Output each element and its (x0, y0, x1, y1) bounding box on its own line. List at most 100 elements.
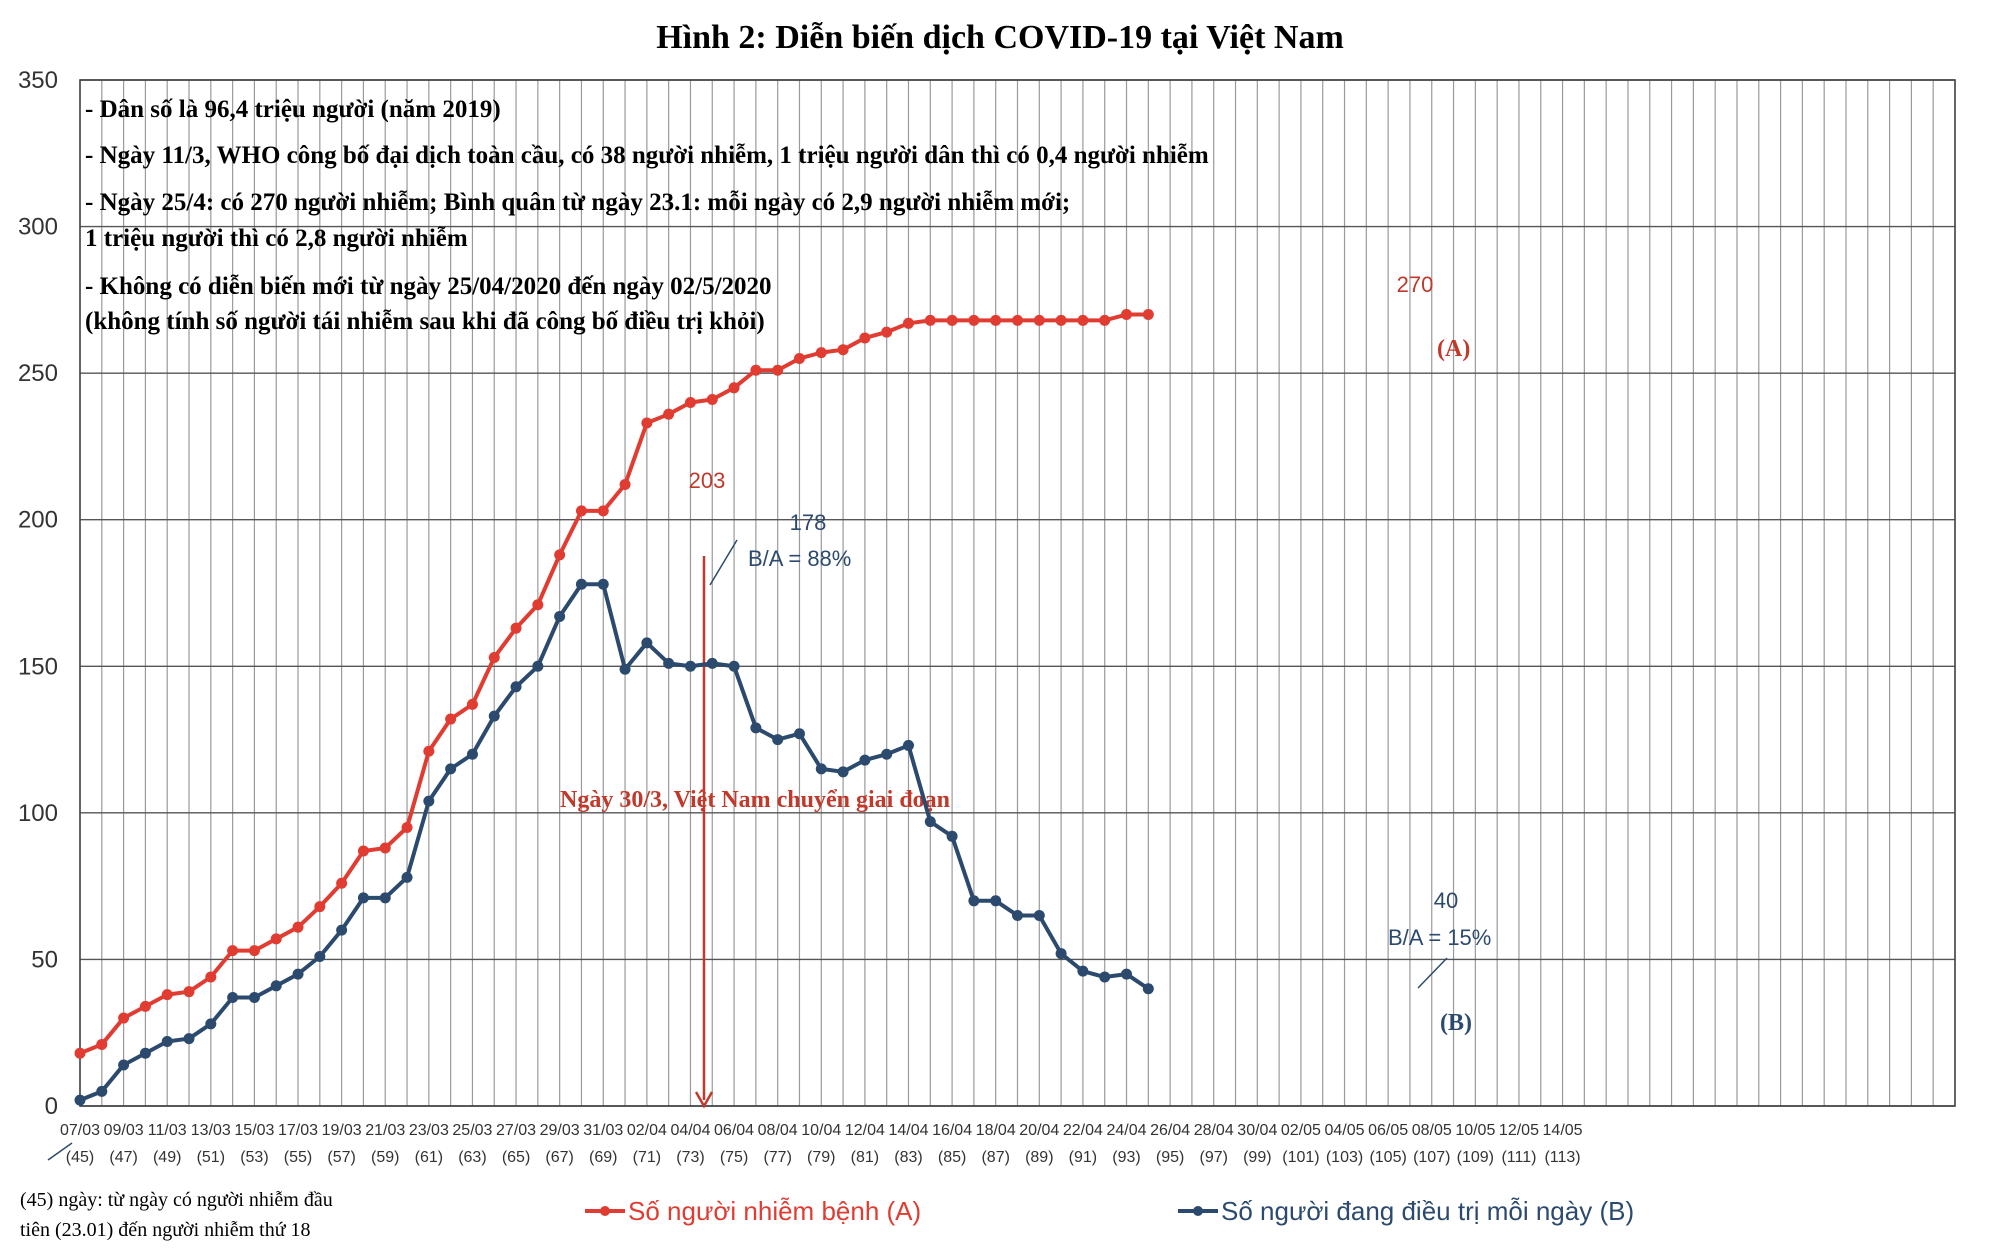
series-a-point (532, 599, 544, 611)
series-b-point (859, 754, 871, 766)
series-a-point (684, 396, 696, 408)
series-a-point (793, 352, 805, 364)
x-tick-date: 20/04 (1019, 1122, 1059, 1139)
series-b-point (1142, 983, 1154, 995)
series-a-point (728, 382, 740, 394)
series-a-point (815, 347, 827, 359)
grid (79, 79, 1956, 1107)
legend-marker-a (600, 1206, 610, 1216)
x-tick-day: (103) (1326, 1149, 1363, 1166)
series-a-point (488, 651, 500, 663)
footnote-arrow (47, 1142, 73, 1161)
note-2: - Ngày 11/3, WHO công bố đại dịch toàn c… (85, 142, 1209, 169)
series-b-point (445, 763, 457, 775)
series-b-point (750, 722, 762, 734)
series-a-point (859, 332, 871, 344)
series-a-point (968, 314, 980, 326)
series-b-point (423, 795, 435, 807)
series-a-point (1055, 314, 1067, 326)
series-b-point (1121, 968, 1133, 980)
series-b-point (946, 830, 958, 842)
series-b-point (248, 992, 260, 1004)
x-tick-date: 17/03 (278, 1122, 318, 1139)
x-tick-day: (63) (458, 1149, 486, 1166)
series-a-point (336, 877, 348, 889)
x-tick-day: (91) (1069, 1149, 1097, 1166)
x-tick-date: 31/03 (583, 1122, 623, 1139)
x-tick-day: (83) (894, 1149, 922, 1166)
series-a-point (270, 933, 282, 945)
b-peak-leader (709, 539, 738, 586)
series-a-point (924, 314, 936, 326)
series-b-point (379, 892, 391, 904)
x-tick-date: 09/03 (104, 1122, 144, 1139)
series-b-point (227, 992, 239, 1004)
series-a-point (663, 408, 675, 420)
b-marker: (B) (1440, 1010, 1472, 1036)
x-tick-date: 14/04 (888, 1122, 928, 1139)
x-tick-date: 07/03 (60, 1122, 100, 1139)
x-tick-date: 29/03 (540, 1122, 580, 1139)
series-a-point (227, 945, 239, 957)
x-tick-day: (73) (676, 1149, 704, 1166)
series-b-point (183, 1033, 195, 1045)
series-b-point (1012, 909, 1023, 921)
series-b-point (902, 739, 914, 751)
y-tick-label: 100 (18, 800, 58, 827)
x-tick-day: (111) (1501, 1149, 1536, 1166)
series-b-point (772, 734, 784, 746)
note-4: 1 triệu người thì có 2,8 người nhiễm (85, 225, 468, 252)
series-a-point (902, 317, 914, 329)
x-tick-date: 06/04 (714, 1122, 754, 1139)
x-tick-date: 02/05 (1281, 1122, 1321, 1139)
legend-label-b: Số người đang điều trị mỗi ngày (B) (1221, 1196, 1634, 1226)
series-b-point (968, 895, 980, 907)
x-tick-date: 04/05 (1325, 1122, 1365, 1139)
series-b-point (1099, 971, 1111, 983)
x-tick-day: (49) (153, 1149, 181, 1166)
x-tick-day: (95) (1156, 1149, 1184, 1166)
y-tick-label: 150 (18, 653, 58, 680)
x-tick-day: (99) (1243, 1149, 1271, 1166)
series-b-point (554, 610, 566, 622)
x-tick-date: 25/03 (452, 1122, 492, 1139)
x-tick-day: (89) (1025, 1149, 1053, 1166)
x-tick-date: 24/04 (1106, 1122, 1146, 1139)
footnote-line-2: tiên (23.01) đến người nhiễm thứ 18 (20, 1219, 311, 1241)
x-tick-day: (79) (807, 1149, 835, 1166)
series-a-point (1077, 314, 1089, 326)
x-tick-day: (51) (197, 1149, 225, 1166)
chart-title: Hình 2: Diễn biến dịch COVID-19 tại Việt… (656, 19, 1344, 56)
series-b-point (924, 816, 936, 828)
b-peak-label: 178 (790, 510, 827, 535)
series-a-point (575, 505, 587, 517)
series-a-point (183, 986, 195, 998)
series-b-point (292, 968, 304, 980)
series-a-point (946, 314, 958, 326)
x-tick-day: (57) (327, 1149, 355, 1166)
series-a-point (837, 344, 849, 356)
y-tick-label: 200 (18, 507, 58, 534)
series-a-point (641, 417, 653, 429)
series-a (74, 309, 1154, 1059)
x-tick-date: 06/05 (1368, 1122, 1408, 1139)
x-tick-day: (109) (1457, 1149, 1494, 1166)
legend: Số người nhiễm bệnh (A) Số người đang đi… (585, 1196, 1634, 1226)
series-b-point (1055, 948, 1067, 960)
series-a-point (1142, 309, 1154, 321)
series-a-point (1012, 314, 1023, 326)
x-tick-date: 27/03 (496, 1122, 536, 1139)
note-3: - Ngày 25/4: có 270 người nhiễm; Bình qu… (85, 189, 1070, 216)
series-b-point (1077, 965, 1089, 977)
x-tick-date: 02/04 (627, 1122, 667, 1139)
series-b-point (837, 766, 849, 778)
series-b-point (488, 710, 500, 722)
note-5: - Không có diễn biến mới từ ngày 25/04/2… (85, 273, 772, 300)
series-b-point (663, 657, 675, 669)
series-a-point (597, 505, 609, 517)
series-b-point (357, 892, 369, 904)
a-marker: (A) (1437, 336, 1470, 362)
b-end-leader (1417, 957, 1448, 989)
series-a-point (750, 364, 762, 376)
series-a-point (466, 698, 478, 710)
